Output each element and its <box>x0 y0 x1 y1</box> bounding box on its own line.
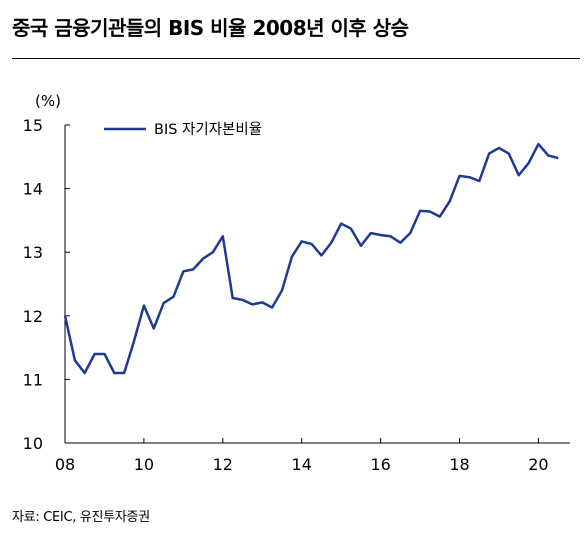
legend: BIS 자기자본비율 <box>104 121 262 138</box>
y-tick-label: 10 <box>23 434 43 453</box>
y-tick-label: 13 <box>23 243 43 262</box>
y-tick-label: 11 <box>23 370 43 389</box>
line-chart: (%) 10 11 12 13 14 15 08 10 12 14 16 18 20 BIS 자기자본… <box>23 92 570 474</box>
series-line <box>63 142 559 375</box>
y-tick-label: 14 <box>23 180 43 199</box>
series-group <box>63 142 559 375</box>
source-note: 자료: CEIC, 유진투자증권 <box>12 510 150 525</box>
y-tick-label: 12 <box>23 307 43 326</box>
x-tick-label: 16 <box>370 455 390 474</box>
x-axis-ticks: 08 10 12 14 16 18 20 <box>55 438 549 474</box>
y-axis-unit-label: (%) <box>35 92 61 110</box>
x-tick-label: 08 <box>55 455 75 474</box>
chart-title: 중국 금융기관들의 BIS 비율 2008년 이후 상승 <box>12 16 409 40</box>
y-axis-ticks: 10 11 12 13 14 15 <box>23 116 70 453</box>
legend-label: BIS 자기자본비율 <box>154 121 262 138</box>
axes <box>64 125 570 444</box>
x-tick-label: 14 <box>292 455 312 474</box>
x-tick-label: 10 <box>134 455 154 474</box>
x-tick-label: 18 <box>449 455 469 474</box>
x-tick-label: 20 <box>528 455 548 474</box>
title-divider <box>12 58 580 59</box>
x-tick-label: 12 <box>213 455 233 474</box>
y-tick-label: 15 <box>23 116 43 135</box>
